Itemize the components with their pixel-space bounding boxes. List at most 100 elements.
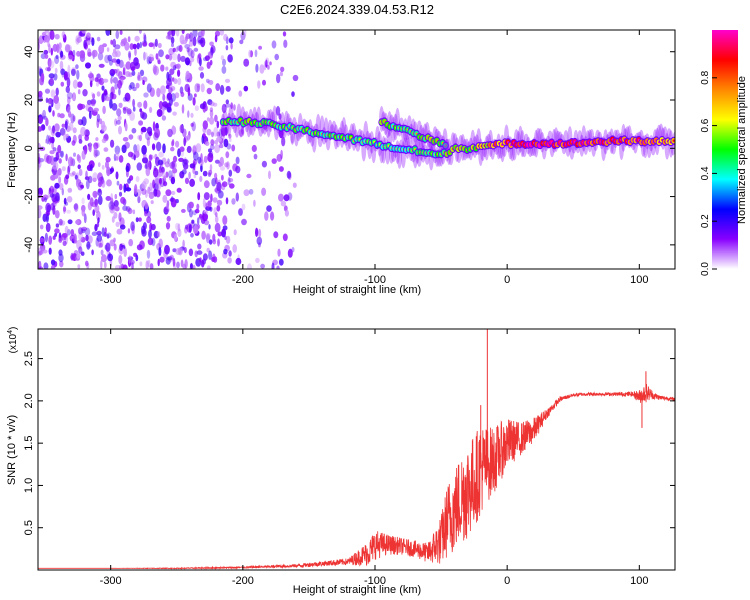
spectrogram-noise-blob (214, 215, 219, 224)
spectrogram-noise-blob (135, 176, 140, 183)
spectrogram-noise-blob (209, 164, 213, 172)
spectrogram-noise-blob (86, 32, 91, 38)
spectrogram-noise-blob (48, 125, 52, 131)
chart-title: C2E6.2024.339.04.53.R12 (280, 2, 434, 17)
spectrogram-noise-blob (95, 137, 99, 142)
spectrogram-noise-blob (45, 202, 51, 213)
spectrogram-noise-blob (278, 193, 284, 202)
spectrogram-noise-blob (114, 194, 118, 200)
spectrogram-noise-blob (157, 258, 160, 267)
spectrogram-noise-blob (205, 232, 211, 240)
spectrogram-noise-blob (202, 170, 208, 177)
spectrogram-noise-blob (209, 107, 214, 112)
spectrogram-noise-blob (161, 115, 167, 121)
spectrogram-noise-blob (211, 256, 216, 262)
spectrogram-noise-blob (104, 227, 107, 234)
spectrogram-noise-blob (184, 224, 188, 230)
spectrogram-noise-blob (87, 201, 92, 211)
spectrogram-noise-blob (39, 237, 45, 243)
spectrogram-noise-blob (91, 249, 94, 256)
spectrogram-noise-blob (137, 101, 143, 108)
spectrogram-noise-blob (176, 187, 182, 193)
spectrogram-noise-blob (64, 225, 69, 235)
spectrogram-noise-blob (154, 128, 161, 139)
spectrogram-noise-blob (226, 143, 232, 150)
spectrogram-noise-blob (77, 264, 81, 269)
spectrogram-noise-blob (114, 206, 120, 212)
spectrogram-noise-blob (154, 38, 158, 48)
spectrogram-noise-blob (215, 212, 218, 217)
spectrogram-noise-blob (91, 37, 95, 46)
spectrogram-noise-blob (208, 250, 213, 260)
spectrogram-noise-blob (63, 132, 67, 141)
spectrogram-noise-blob (153, 167, 159, 178)
spectrogram-noise-blob (162, 143, 166, 154)
spectrogram-noise-blob (157, 42, 162, 49)
spectrogram-noise-blob (196, 203, 200, 210)
spectrogram-noise-blob (86, 241, 91, 250)
spectrogram-noise-blob (187, 110, 190, 118)
spectrogram-noise-blob (273, 231, 279, 239)
spectrogram-signal-track-blob-core (672, 139, 675, 142)
spectrogram-noise-blob (122, 205, 128, 211)
spectrogram-noise-blob (92, 172, 98, 182)
spectrogram-noise-blob (153, 132, 159, 141)
spectrogram-noise-blob (203, 212, 207, 220)
spectrogram-noise-blob (54, 33, 60, 40)
spectrogram-noise-blob (114, 44, 121, 50)
spectrogram-noise-blob (216, 136, 222, 142)
spectrogram-noise-blob (179, 146, 185, 152)
spectrogram-noise-blob (139, 261, 143, 267)
spectrogram-noise-blob (210, 45, 216, 54)
spectrogram-noise-blob (142, 80, 145, 85)
spectrogram-noise-blob (158, 238, 163, 249)
spectrogram-noise-blob (49, 30, 55, 40)
spectrogram-noise-blob (125, 187, 132, 192)
spectrogram-noise-blob (115, 156, 119, 161)
spectrogram-noise-blob (123, 183, 127, 193)
spectrogram-noise-blob (85, 179, 90, 190)
spectrogram-noise-blob (44, 232, 49, 243)
spectrogram-noise-blob (253, 199, 256, 207)
spectrogram-noise-blob (44, 88, 51, 94)
spectrogram-frame (37, 29, 676, 270)
spectrogram-noise-blob (134, 48, 137, 56)
spectrogram-noise-blob (101, 85, 105, 91)
spectrogram-noise-blob (47, 191, 53, 198)
spectrogram-noise-blob (180, 91, 185, 98)
spectrogram-noise-blob (38, 116, 43, 124)
spectrogram-noise-blob (81, 197, 85, 205)
spectrogram-noise-blob (169, 161, 176, 169)
spectrogram-noise-blob (77, 103, 83, 111)
spectrogram-noise-blob (271, 40, 277, 49)
spectrogram-noise-blob (280, 200, 287, 207)
spectrogram-x-tick-label: -200 (232, 274, 254, 286)
spectrogram-noise-blob (75, 219, 80, 225)
spectrogram-noise-blob (71, 54, 75, 62)
spectrogram-noise-blob (210, 193, 213, 203)
spectrogram-noise-blob (168, 87, 173, 94)
spectrogram-noise-blob (269, 61, 272, 66)
spectrogram-noise-blob (102, 78, 109, 83)
spectrogram-noise-blob (63, 72, 67, 80)
spectrogram-y-tick-label: 40 (23, 46, 35, 58)
spectrogram-noise-blob (170, 196, 174, 203)
spectrogram-noise-blob (159, 256, 165, 263)
spectrogram-noise-blob (117, 79, 123, 89)
spectrogram-noise-blob (152, 64, 157, 75)
spectrogram-noise-blob (130, 61, 136, 71)
spectrogram-noise-blob (121, 144, 127, 154)
spectrogram-noise-blob (66, 138, 71, 144)
spectrogram-noise-blob (173, 101, 179, 107)
spectrogram-noise-blob (119, 224, 126, 230)
spectrogram-noise-blob (106, 47, 110, 52)
spectrogram-noise-blob (198, 39, 204, 44)
spectrogram-noise-blob (225, 45, 229, 51)
spectrogram-noise-blob (223, 248, 228, 255)
spectrogram-noise-blob (166, 92, 173, 101)
spectrogram-noise-blob (96, 221, 100, 228)
spectrogram-noise-blob (38, 205, 43, 210)
spectrogram-noise-blob (92, 209, 95, 217)
spectrogram-noise-blob (177, 77, 182, 86)
